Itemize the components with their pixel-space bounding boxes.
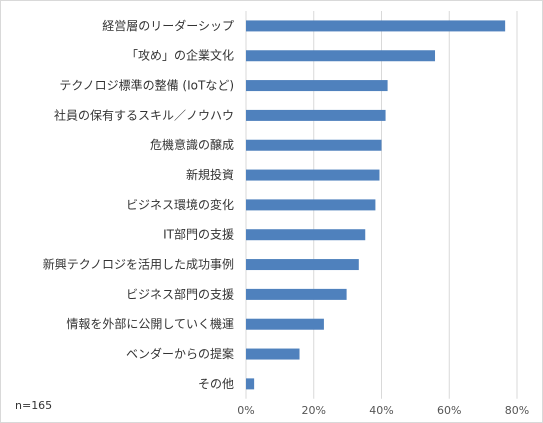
bar [246, 259, 359, 271]
x-tick-label: 40% [369, 404, 393, 417]
category-label: その他 [198, 377, 234, 391]
category-label: 新興テクノロジを活用した成功事例 [43, 257, 234, 272]
bar [246, 20, 506, 32]
bar [246, 348, 300, 360]
bar [246, 378, 255, 390]
x-tick-label: 60% [437, 404, 461, 417]
category-label: 危機意識の醸成 [150, 137, 234, 152]
bar [246, 139, 382, 151]
bar [246, 318, 324, 330]
category-label: 経営層のリーダーシップ [102, 18, 234, 33]
category-label: IT部門の支援 [163, 227, 234, 242]
bar [246, 50, 436, 62]
bar [246, 80, 388, 92]
category-label: 「攻め」の企業文化 [126, 48, 234, 63]
bar [246, 288, 347, 300]
category-label: ベンダーからの提案 [126, 346, 234, 361]
category-label: 社員の保有するスキル／ノウハウ [54, 107, 234, 122]
category-label: 情報を外部に公開していく機運 [66, 316, 234, 331]
bar [246, 109, 386, 121]
bar [246, 169, 380, 181]
bar [246, 229, 366, 241]
x-tick-label: 80% [505, 404, 529, 417]
bar [246, 199, 376, 211]
category-label: ビジネス環境の変化 [126, 197, 234, 212]
category-label: 新規投資 [186, 167, 234, 182]
x-tick-label: 20% [302, 404, 326, 417]
sample-size-note: n=165 [15, 399, 52, 412]
x-tick-label: 0% [237, 404, 254, 417]
category-label: テクノロジ標準の整備 (IoTなど) [59, 78, 234, 93]
category-label: ビジネス部門の支援 [126, 286, 234, 301]
bars [246, 20, 506, 390]
x-tick-labels: 0% 20% 40% 60% 80% [237, 404, 529, 417]
